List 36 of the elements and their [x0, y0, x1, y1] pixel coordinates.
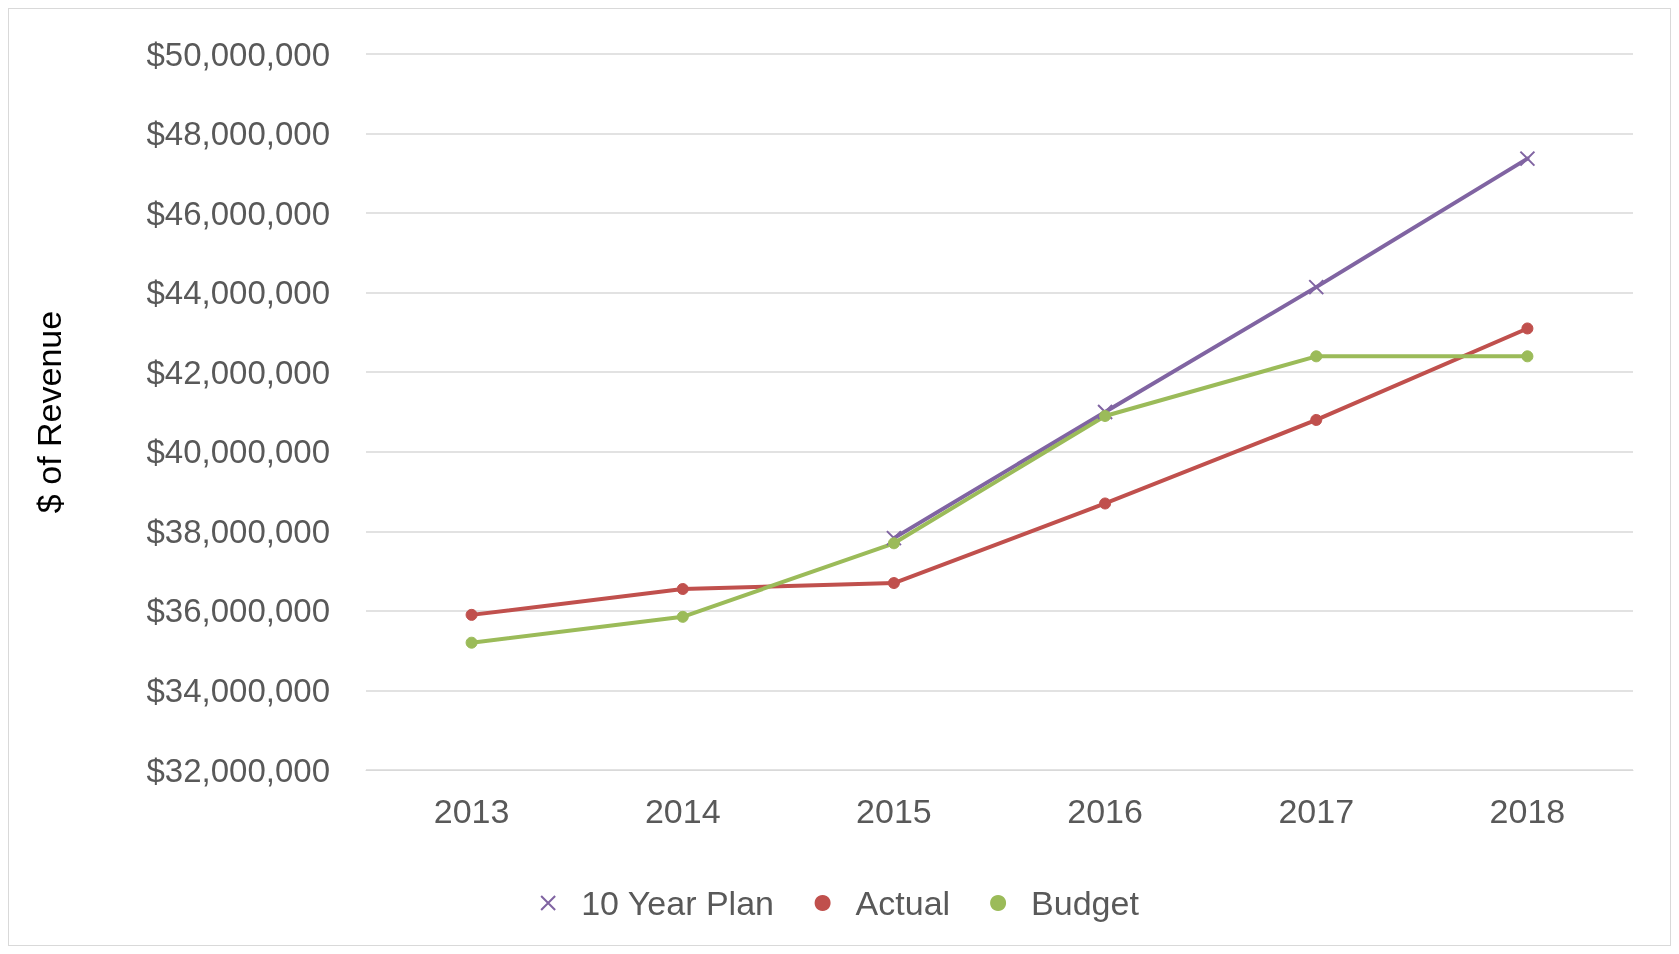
legend-label: Budget: [1031, 884, 1140, 922]
point: [676, 610, 689, 623]
point: [1099, 497, 1112, 510]
x-tick-label: 2017: [1278, 792, 1355, 830]
x-tick-label: 2013: [433, 792, 510, 830]
legend-label: Actual: [855, 884, 951, 922]
y-tick-label: $34,000,000: [146, 671, 330, 709]
point: [1519, 150, 1536, 167]
x-tick-label: 2018: [1489, 792, 1566, 830]
point: [676, 583, 689, 596]
point: [1308, 279, 1325, 296]
y-tick-label: $44,000,000: [146, 274, 330, 312]
x-tick-label: 2016: [1067, 792, 1143, 830]
x-tick-label: 2015: [856, 792, 932, 830]
y-tick-label: $32,000,000: [146, 751, 330, 789]
x-tick-label: 2014: [644, 792, 721, 830]
y-tick-label: $48,000,000: [146, 115, 330, 153]
y-tick-label: $40,000,000: [146, 433, 330, 471]
legend-label: 10 Year Plan: [581, 884, 774, 922]
point: [1310, 413, 1323, 426]
point: [465, 608, 478, 621]
y-tick-label: $46,000,000: [146, 194, 330, 232]
y-tick-label: $42,000,000: [146, 353, 330, 391]
point: [1521, 322, 1534, 335]
point: [885, 530, 902, 547]
point: [1097, 404, 1114, 420]
point: [465, 636, 478, 649]
y-tick-label: $36,000,000: [146, 592, 330, 630]
y-tick-label: $38,000,000: [146, 512, 330, 550]
point: [1310, 350, 1323, 363]
y-tick-label: $50,000,000: [146, 35, 330, 73]
point: [1099, 409, 1112, 422]
point: [887, 577, 900, 590]
y-axis-title: $ of Revenue: [30, 310, 68, 514]
point: [887, 537, 900, 550]
point: [1521, 350, 1534, 363]
